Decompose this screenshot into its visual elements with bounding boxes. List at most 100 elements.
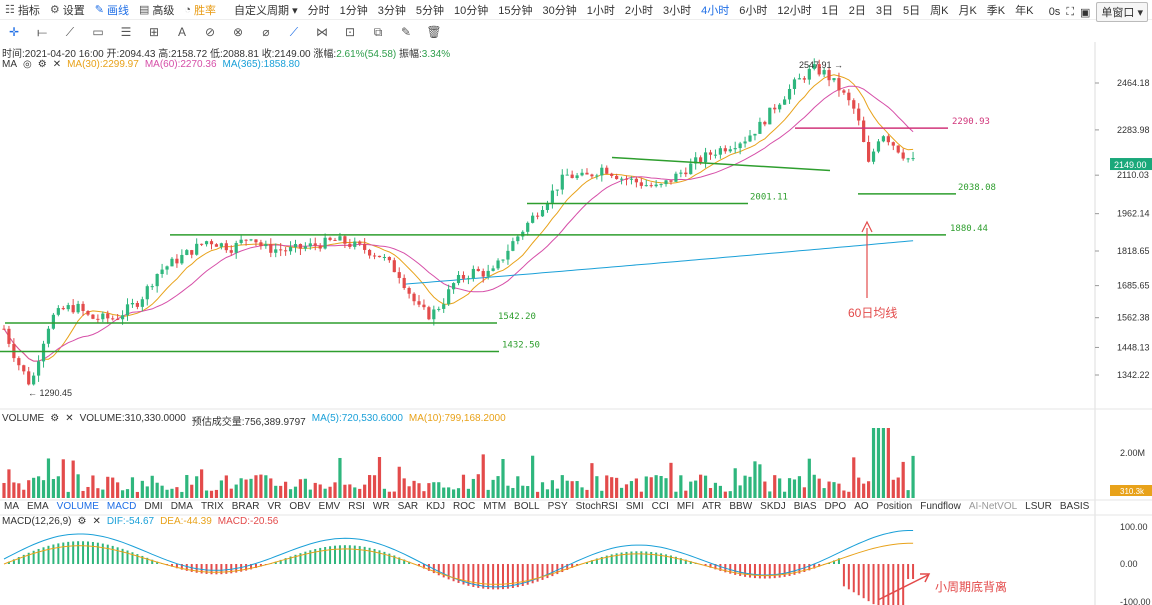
indicator-tab-roc[interactable]: ROC	[453, 501, 476, 512]
indicator-tab-boll[interactable]: BOLL	[514, 501, 540, 512]
indicator-tab-dmi[interactable]: DMI	[144, 501, 163, 512]
indicator-tab-stochrsi[interactable]: StochRSI	[575, 501, 618, 512]
settings-icon[interactable]: ⚙	[37, 59, 47, 70]
indicator-tab-trix[interactable]: TRIX	[200, 501, 224, 512]
settings-icon[interactable]: ⚙	[50, 413, 60, 424]
period-1[interactable]: 1分钟	[339, 4, 368, 17]
fullscreen-icon[interactable]: ⛶	[1066, 5, 1075, 18]
volume-bar	[372, 475, 377, 498]
indicator-tab-ema[interactable]: EMA	[27, 501, 49, 512]
volume-bar	[708, 488, 713, 498]
period-10[interactable]: 4小时	[701, 4, 730, 17]
candle-body	[451, 283, 456, 290]
toolbar-pencil-button[interactable]: ✎ 画线	[90, 2, 134, 18]
crosshair-icon[interactable]: ✛	[8, 25, 20, 39]
toolbar-gear-button[interactable]: ⚙ 设置	[45, 2, 90, 18]
parallel-lines-icon[interactable]: ☰	[120, 25, 132, 39]
eraser-icon[interactable]: ⊗	[232, 25, 244, 39]
copy-icon[interactable]: ⧉	[373, 24, 383, 39]
custom-period-dropdown[interactable]: 自定义周期 ▾	[234, 4, 298, 17]
period-8[interactable]: 2小时	[624, 4, 653, 17]
indicator-tab-ao[interactable]: AO	[854, 501, 869, 512]
macd-bar	[408, 561, 411, 564]
period-5[interactable]: 15分钟	[498, 4, 533, 17]
indicator-tab-mtm[interactable]: MTM	[483, 501, 507, 512]
volume-tick: 2.00M	[1120, 448, 1145, 458]
window-mode-button[interactable]: 单窗口 ▾	[1096, 2, 1148, 22]
toolbar-bars-button[interactable]: ☷ 指标	[0, 2, 45, 18]
indicator-tab-lsur[interactable]: LSUR	[1025, 501, 1052, 512]
toolbar-calendar-button[interactable]: ▤ 高级	[134, 2, 179, 18]
pattern-icon[interactable]: ⋈	[316, 25, 328, 39]
indicator-tab-rsi[interactable]: RSI	[348, 501, 365, 512]
close-icon[interactable]: ✕	[65, 413, 74, 424]
divergence-arrow	[877, 574, 929, 601]
text-icon[interactable]: A	[177, 25, 186, 39]
lock-icon[interactable]: ⊡	[344, 25, 356, 39]
period-19[interactable]: 季K	[986, 4, 1006, 17]
indicator-tab-sar[interactable]: SAR	[397, 501, 419, 512]
indicator-tab-macd[interactable]: MACD	[106, 501, 137, 512]
indicator-tab-mfi[interactable]: MFI	[676, 501, 695, 512]
edit-icon[interactable]: ✎	[400, 25, 412, 39]
period-9[interactable]: 3小时	[662, 4, 692, 17]
magnet-icon[interactable]: ⊘	[204, 25, 216, 39]
eye-icon[interactable]: ◎	[23, 59, 32, 70]
indicator-tab-kdj[interactable]: KDJ	[426, 501, 446, 512]
indicator-tab-volume[interactable]: VOLUME	[56, 501, 99, 512]
period-14[interactable]: 2日	[848, 4, 866, 17]
horizontal-ray-icon[interactable]: ⟝	[37, 24, 47, 39]
period-18[interactable]: 月K	[958, 4, 977, 17]
fibonacci-icon[interactable]: ⊞	[148, 25, 160, 39]
indicator-tab-psy[interactable]: PSY	[547, 501, 568, 512]
indicator-tab-bias[interactable]: BIAS	[793, 501, 817, 512]
toolbar-circle-button[interactable]: ◔ 胜率	[179, 2, 221, 18]
settings-icon[interactable]: ⚙	[77, 516, 87, 527]
indicator-tab-atr[interactable]: ATR	[702, 501, 722, 512]
indicator-tab-obv[interactable]: OBV	[289, 501, 311, 512]
indicator-tab-cci[interactable]: CCI	[651, 501, 669, 512]
close-icon[interactable]: ✕	[52, 59, 62, 70]
indicator-tab-dma[interactable]: DMA	[170, 501, 193, 512]
period-15[interactable]: 3日	[875, 4, 893, 17]
indicator-tab-vr[interactable]: VR	[267, 501, 282, 512]
indicator-tab-ai-netvol[interactable]: AI-NetVOL	[968, 501, 1018, 512]
calendar-icon: ▤	[138, 4, 150, 16]
indicator-tab-smi[interactable]: SMI	[625, 501, 644, 512]
period-13[interactable]: 1日	[821, 4, 839, 17]
indicator-tab-brar[interactable]: BRAR	[231, 501, 260, 512]
indicator-tab-wr[interactable]: WR	[372, 501, 390, 512]
indicator-tab-emv[interactable]: EMV	[318, 501, 341, 512]
period-17[interactable]: 周K	[930, 4, 949, 17]
period-16[interactable]: 5日	[902, 4, 921, 17]
macd-bar	[72, 541, 75, 564]
period-12[interactable]: 12小时	[777, 4, 812, 17]
measure-icon[interactable]: ⌀	[262, 25, 270, 39]
indicator-tab-ma[interactable]: MA	[4, 501, 19, 512]
close-icon[interactable]: ✕	[92, 516, 101, 527]
period-11[interactable]: 6小时	[739, 4, 768, 17]
period-3[interactable]: 5分钟	[415, 4, 444, 17]
indicator-tab-fundflow[interactable]: Fundflow	[920, 501, 961, 512]
indicator-tab-bbw[interactable]: BBW	[729, 501, 753, 512]
screenshot-icon[interactable]: ▣	[1080, 6, 1091, 19]
indicator-tab-dpo[interactable]: DPO	[824, 501, 847, 512]
rectangle-icon[interactable]: ▭	[92, 25, 104, 39]
indicator-tab-skdj[interactable]: SKDJ	[760, 501, 786, 512]
period-6[interactable]: 30分钟	[542, 4, 577, 17]
macd-bar	[42, 547, 45, 564]
period-0[interactable]: 分时	[307, 4, 330, 17]
delete-icon[interactable]: 🗑	[426, 25, 442, 39]
period-20[interactable]: 年K	[1015, 4, 1034, 17]
volume-bar	[703, 475, 708, 498]
brush-icon[interactable]: ⟋	[289, 24, 299, 39]
candle-body	[437, 308, 441, 310]
period-2[interactable]: 3分钟	[377, 4, 406, 17]
trend-line-icon[interactable]: ⟋	[65, 24, 75, 39]
indicator-tab-position[interactable]: Position	[876, 501, 913, 512]
period-7[interactable]: 1小时	[586, 4, 615, 17]
period-4[interactable]: 10分钟	[453, 4, 489, 17]
indicator-tab-basis[interactable]: BASIS	[1059, 501, 1090, 512]
candle-body	[140, 299, 144, 307]
